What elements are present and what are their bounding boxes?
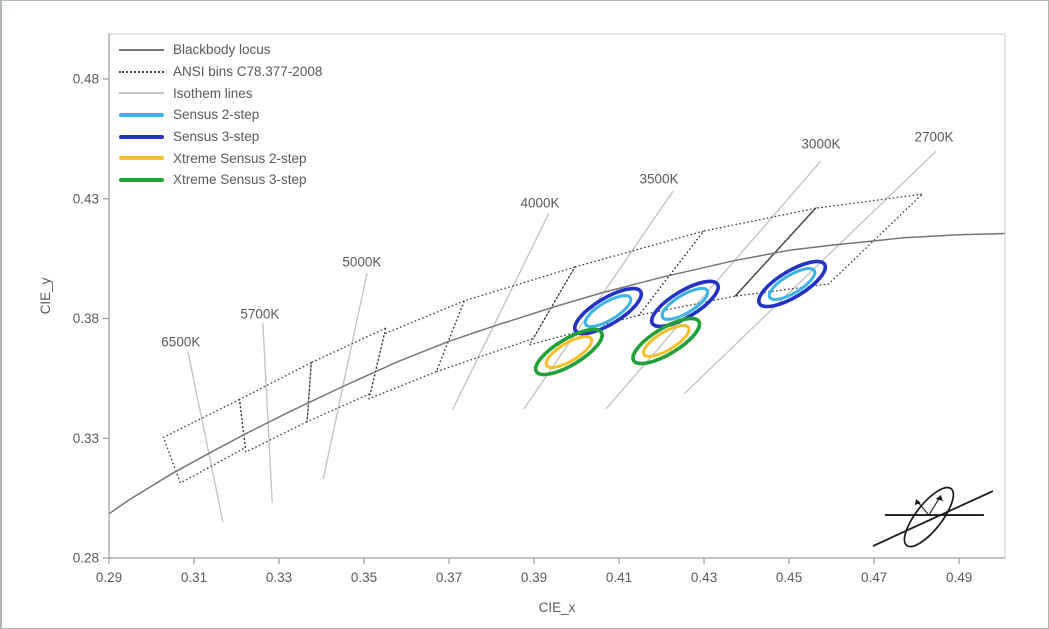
legend-label: Sensus 3-step [173, 129, 260, 145]
x-tick-label: 0.37 [436, 570, 462, 585]
isotherm-label-6500K: 6500K [161, 334, 200, 349]
isotherm-label-5700K: 5700K [240, 306, 279, 321]
isotherm-line-6500K [187, 351, 224, 523]
sensus-2step-ellipse-2 [660, 286, 710, 321]
x-tick-label: 0.47 [861, 570, 887, 585]
isotherm-label-2700K: 2700K [914, 129, 953, 144]
legend-label: Xtreme Sensus 2-step [173, 150, 307, 166]
legend-item: Blackbody locus [119, 39, 322, 61]
x-tick-label: 0.43 [691, 570, 717, 585]
legend-label: Blackbody locus [173, 42, 271, 58]
xtreme-sensus-3step-ellipse-1 [533, 327, 604, 377]
legend-item: Xtreme Sensus 2-step [119, 147, 322, 169]
isotherm-label-3500K: 3500K [639, 172, 678, 187]
isotherm-line-2700K [683, 150, 937, 395]
legend-line-sample [119, 177, 164, 182]
ansi-bin-2700K [733, 193, 924, 298]
sensus-2step-ellipse-1 [583, 294, 633, 329]
inset-ellipse [903, 486, 955, 548]
x-tick-label: 0.41 [606, 570, 632, 585]
ansi-bin-5000K [306, 326, 387, 423]
y-tick-label: 0.43 [73, 191, 99, 206]
xtreme-sensus-2step-ellipse-2 [641, 324, 691, 358]
y-tick-label: 0.38 [73, 311, 99, 326]
x-axis-title: CIE_x [539, 600, 576, 615]
isotherm-line-5700K [262, 323, 273, 503]
legend-line-sample [119, 134, 164, 139]
sensus-3step-ellipse-3 [756, 259, 828, 309]
legend-line-sample [119, 92, 164, 95]
sensus-2step-ellipse-3 [767, 267, 817, 301]
inset-arrowhead-a [914, 499, 921, 506]
y-tick-label: 0.28 [73, 551, 99, 566]
ansi-bin-6500K [162, 398, 247, 484]
x-tick-label: 0.33 [266, 570, 292, 585]
legend-item: Sensus 2-step [119, 104, 322, 126]
sensus-3step-ellipse-2 [649, 279, 720, 329]
legend-label: ANSI bins C78.377-2008 [173, 64, 323, 80]
legend-item: Xtreme Sensus 3-step [119, 169, 322, 191]
legend-line-sample [119, 48, 164, 51]
sensus-3step-ellipse-1 [572, 286, 644, 336]
xtreme-sensus-2step-ellipse-1 [544, 335, 594, 369]
inset-diagonal-line [872, 490, 994, 547]
legend-label: Xtreme Sensus 3-step [173, 172, 307, 188]
x-tick-label: 0.31 [181, 570, 207, 585]
y-tick-label: 0.48 [73, 72, 99, 87]
x-tick-label: 0.39 [521, 570, 547, 585]
legend-label: Sensus 2-step [173, 107, 260, 123]
blackbody-locus-curve [108, 232, 1006, 515]
x-tick-label: 0.49 [946, 570, 972, 585]
x-tick-label: 0.35 [351, 570, 377, 585]
legend-item: ANSI bins C78.377-2008 [119, 61, 322, 83]
ansi-bin-4500K [368, 299, 466, 400]
inset-axis-mark-b [928, 496, 941, 516]
x-tick-label: 0.29 [96, 570, 122, 585]
chart-legend: Blackbody locus ANSI bins C78.377-2008 Iso… [119, 39, 322, 191]
ansi-bin-3500K [528, 229, 706, 346]
x-tick-label: 0.45 [776, 570, 802, 585]
isotherm-label-5000K: 5000K [342, 254, 381, 269]
legend-item: Sensus 3-step [119, 126, 322, 148]
isotherm-line-5000K [322, 272, 368, 480]
y-axis-title: CIE_y [38, 277, 53, 314]
xtreme-sensus-3step-ellipse-2 [631, 316, 702, 366]
legend-line-sample [119, 70, 164, 73]
legend-line-sample [119, 156, 164, 161]
y-tick-label: 0.33 [73, 431, 99, 446]
isotherm-line-4000K [452, 212, 550, 410]
isotherm-label-3000K: 3000K [801, 136, 840, 151]
isotherm-label-4000K: 4000K [520, 196, 559, 211]
legend-item: Isothem lines [119, 82, 322, 104]
ansi-bin-4000K [435, 265, 577, 373]
legend-label: Isothem lines [173, 85, 253, 101]
inset-arrowhead-b [935, 495, 943, 502]
legend-line-sample [119, 112, 164, 117]
isotherm-line-3000K [605, 160, 822, 410]
